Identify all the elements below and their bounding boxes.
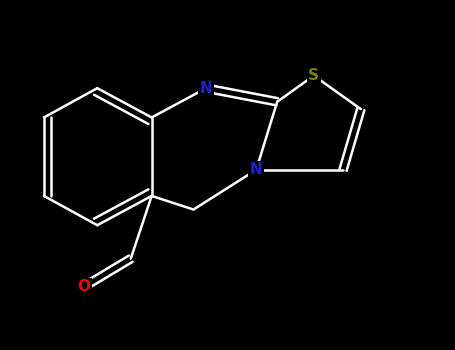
Text: N: N bbox=[250, 162, 263, 177]
Text: N: N bbox=[200, 81, 212, 96]
Text: S: S bbox=[308, 68, 319, 83]
Text: O: O bbox=[77, 279, 90, 294]
